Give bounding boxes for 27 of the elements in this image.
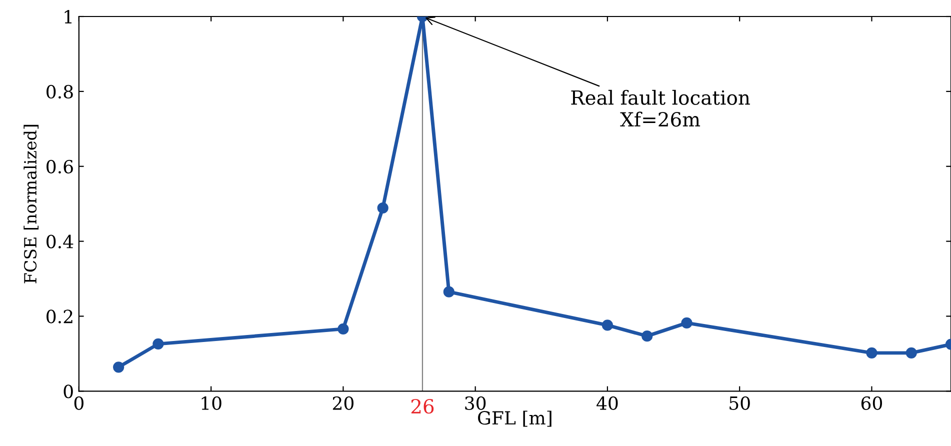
y-tick-label: 0	[64, 384, 73, 398]
point	[377, 202, 388, 214]
y-tick-label: 0.8	[46, 84, 73, 99]
point	[338, 323, 349, 335]
y-tick-label: 0.2	[46, 310, 72, 324]
x-tick-label: 20	[332, 396, 354, 410]
point	[443, 286, 454, 298]
point	[113, 362, 124, 373]
y-tick-label: 1	[64, 10, 72, 24]
point	[866, 347, 878, 358]
x-tick-label: 60	[861, 396, 882, 410]
annotation: Real fault location Xf=26m	[571, 90, 750, 127]
x-tick-label: 40	[596, 396, 618, 410]
y-axis-title: FCSE [normalized]	[24, 124, 39, 284]
x-tick-label: 30	[465, 396, 486, 410]
point	[602, 320, 614, 331]
y-tick-label: 0.4	[46, 234, 74, 248]
point	[642, 330, 653, 342]
x-tick-label: 10	[202, 396, 222, 410]
point	[681, 317, 692, 329]
point	[152, 338, 164, 350]
y-tick-label: 0.6	[46, 160, 73, 174]
point	[906, 347, 917, 358]
x-tick-label: 0	[74, 396, 84, 410]
x-axis-title: GFL [m]	[478, 410, 552, 427]
x-tick-label: 50	[730, 396, 750, 410]
ref-line-label: 26	[411, 398, 434, 414]
